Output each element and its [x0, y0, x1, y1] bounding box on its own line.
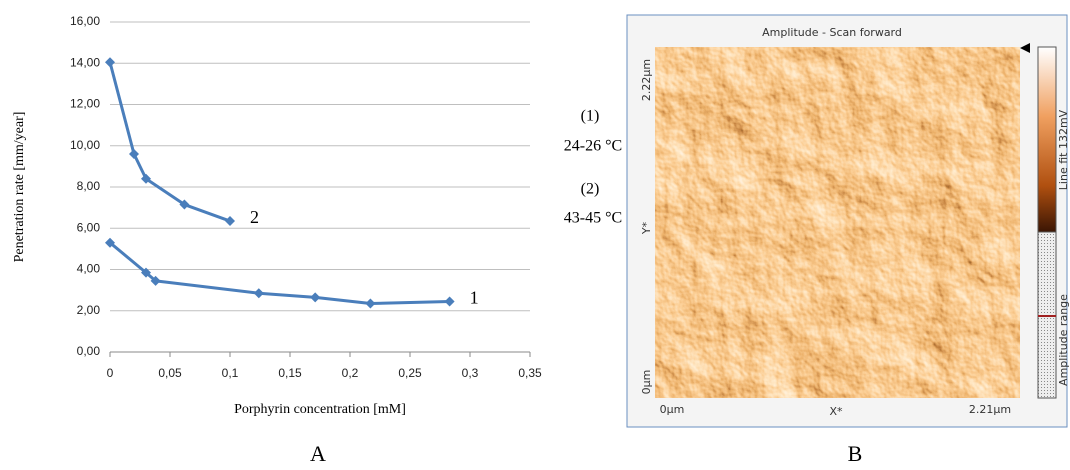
- colorbar: [1038, 47, 1056, 245]
- afm-image: [655, 47, 1020, 398]
- x-axis-label: Porphyrin concentration [mM]: [234, 402, 406, 417]
- x-min: 0µm: [660, 403, 685, 416]
- y-tick-label: 12,00: [70, 97, 100, 111]
- y-tick-label: 6,00: [77, 220, 101, 234]
- range-label: Amplitude range: [1057, 294, 1070, 386]
- y-tick-label: 2,00: [77, 303, 101, 317]
- y-min: 0µm: [640, 370, 653, 395]
- y-max: 2.22µm: [640, 59, 653, 101]
- marker: [365, 299, 375, 309]
- panel-label: B: [848, 441, 863, 466]
- x-tick-label: 0,3: [462, 366, 479, 380]
- x-tick-label: 0,15: [278, 366, 302, 380]
- series-line: [110, 243, 450, 304]
- marker: [445, 296, 455, 306]
- series-line: [110, 62, 230, 221]
- series-label: 2: [250, 207, 259, 227]
- y-axis-label: Penetration rate [mm/year]: [12, 112, 27, 263]
- y-tick-label: 14,00: [70, 55, 100, 69]
- afm-panel: Amplitude - Scan forward 2.22µm Y* 0µm 0…: [627, 15, 1070, 466]
- y-axis: Y*: [640, 221, 653, 235]
- annotation: (1): [581, 108, 600, 125]
- x-axis: X*: [829, 405, 843, 418]
- x-tick-label: 0: [107, 366, 114, 380]
- x-tick-label: 0,35: [518, 366, 542, 380]
- y-tick-label: 16,00: [70, 14, 100, 28]
- x-max: 2.21µm: [969, 403, 1011, 416]
- colorbar-label: Line fit 132mV: [1057, 109, 1070, 190]
- series-label: 1: [470, 288, 479, 308]
- x-tick-label: 0,2: [342, 366, 359, 380]
- x-tick-label: 0,25: [398, 366, 422, 380]
- image-title: Amplitude - Scan forward: [762, 26, 902, 39]
- chart-a: Penetration rate [mm/year] Porphyrin con…: [12, 14, 622, 466]
- y-tick-label: 8,00: [77, 179, 101, 193]
- marker: [225, 216, 235, 226]
- y-tick-label: 4,00: [77, 262, 101, 276]
- marker: [105, 57, 115, 67]
- annotation: 43-45 °C: [564, 210, 622, 227]
- marker: [129, 149, 139, 159]
- y-tick-label: 0,00: [77, 344, 101, 358]
- y-tick-label: 10,00: [70, 138, 100, 152]
- figure: Penetration rate [mm/year] Porphyrin con…: [0, 0, 1070, 470]
- x-tick-label: 0,1: [222, 366, 239, 380]
- annotation: 24-26 °C: [564, 138, 622, 155]
- marker: [310, 292, 320, 302]
- marker: [254, 288, 264, 298]
- x-tick-label: 0,05: [158, 366, 182, 380]
- annotation: (2): [581, 181, 600, 198]
- panel-label: A: [310, 441, 326, 466]
